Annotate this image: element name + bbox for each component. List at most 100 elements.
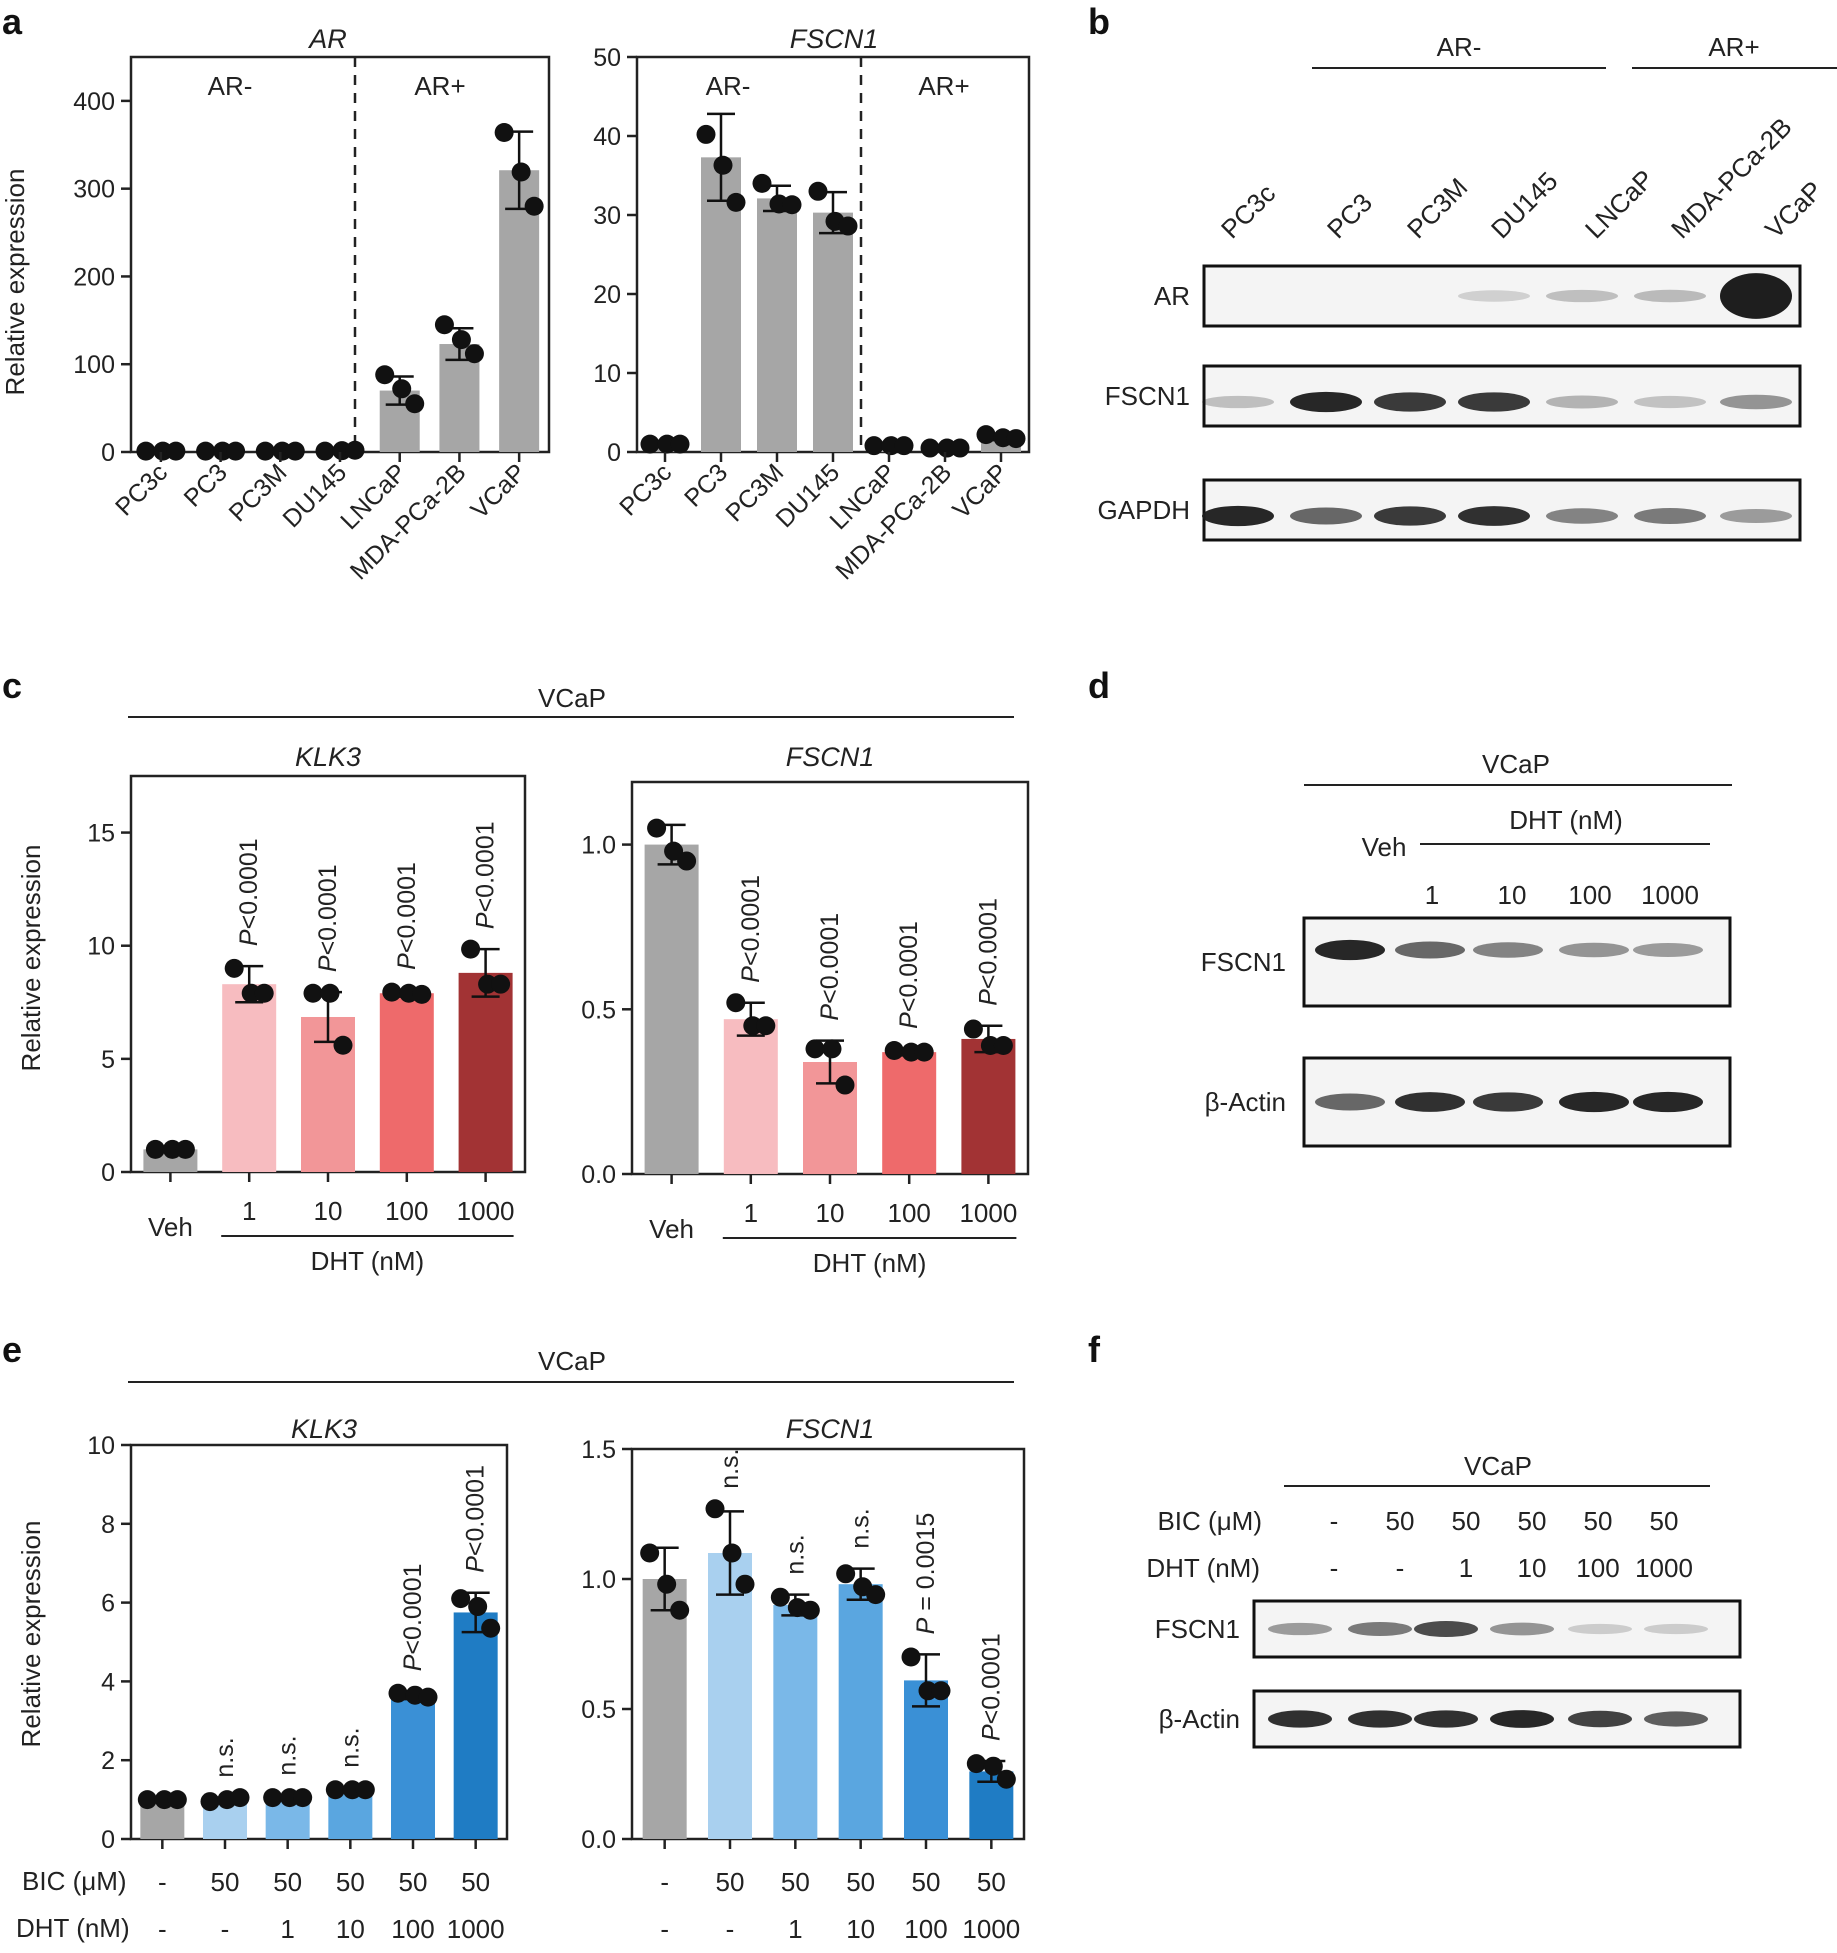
p-value: <0.0001 [235,838,263,929]
data-point [405,394,425,414]
blot-f-dht-value: - [1330,1553,1339,1583]
data-point [451,1589,471,1609]
data-point [713,155,733,175]
y-tick-label: 40 [593,123,621,151]
panel-e-header: VCaP [128,1346,1014,1383]
chart-a-ar-group-neg: AR- [208,71,253,101]
p-symbol: P [912,1617,940,1634]
x-tick-label: PC3c [614,458,677,521]
blot-b-lane-label: PC3 [1321,187,1378,244]
bar [723,1019,778,1174]
blot-b-band [1720,394,1792,410]
blot-d-band [1633,942,1703,958]
blot-f-row-label: β-Actin [1159,1704,1240,1734]
blot-f-bic-value: 50 [1650,1506,1679,1536]
data-point [478,974,498,994]
p-value: <0.0001 [393,862,421,953]
data-point [931,1681,951,1701]
p-value-label: P<0.0001 [974,898,1002,1006]
p-value-label: n.s. [847,1508,875,1548]
blot-d-lane-label: 100 [1568,880,1611,910]
data-point [418,1687,438,1707]
p-symbol: P [472,912,500,929]
blot-b-band [1458,290,1530,302]
p-value-label: P<0.0001 [737,875,765,983]
bar [458,972,513,1172]
blot-f-cell-line: VCaP [1464,1451,1532,1481]
y-tick-label: 15 [87,820,115,848]
data-point [770,1587,790,1607]
y-tick-label: 300 [73,176,115,204]
data-point [901,1647,921,1667]
data-point [345,440,365,460]
data-point [333,1035,353,1055]
dht-value: 10 [336,1914,365,1944]
p-value-label: n.s. [211,1737,239,1777]
blot-b-band [1720,273,1792,319]
chart-e-klk3: KLK3 Relative expression BIC (μM) DHT (n… [16,1414,509,1944]
blot-b-band [1634,289,1706,303]
data-point [196,441,216,461]
x-tick-label: 1000 [457,1196,515,1226]
blot-b-lane-label: PC3c [1215,178,1281,244]
dht-value: 1000 [447,1914,505,1944]
data-point [285,441,305,461]
blot-d: VCaP DHT (nM) Veh 1 10 100 1000 FSCN1 β-Acti… [1201,749,1732,1148]
p-value: <0.0001 [977,1633,1005,1724]
p-value-label: P<0.0001 [235,838,263,946]
p-symbol: P [737,966,765,983]
data-point [166,441,186,461]
bar [757,198,797,452]
blot-f-band [1348,1710,1412,1728]
blot-d-lane-label: 1 [1425,880,1439,910]
blot-f-band [1348,1622,1412,1636]
y-tick-label: 0 [101,1826,115,1854]
x-tick-label: 100 [888,1198,931,1228]
data-point [726,192,746,212]
chart-e-klk3-plot: 0 2 4 6 8 10 - 50 50 50 50 50 - - 1 10 100 1000 n.s. n.s. n.… [87,1432,509,1944]
y-tick-label: 400 [73,88,115,116]
data-point [722,1543,742,1563]
y-tick-label: 5 [101,1046,115,1074]
data-point [154,1790,174,1810]
blot-d-band [1559,942,1629,958]
p-value-label: P<0.0001 [462,1465,490,1573]
blot-f-band [1414,1620,1478,1638]
blot-f-bic-value: 50 [1518,1506,1547,1536]
chart-a-fscn1-group-pos: AR+ [918,71,969,101]
blot-f-band [1568,1623,1632,1635]
blot-f-band [1268,1710,1332,1728]
blot-f-band [1644,1623,1708,1635]
data-point [494,122,514,142]
data-point [864,436,884,456]
data-point [735,1574,755,1594]
x-tick-label: Veh [649,1214,694,1244]
data-point [808,181,828,201]
data-point [325,1780,345,1800]
data-point [137,1790,157,1810]
data-point [881,436,901,456]
panel-label-e: e [2,1329,22,1370]
data-point [491,974,511,994]
dht-value: 100 [904,1914,947,1944]
p-value: <0.0001 [816,913,844,1004]
blot-b-band [1546,508,1618,524]
data-point [640,1543,660,1563]
blot-b-rows: AR FSCN1 GAPDH [1098,264,1802,542]
blot-f-row-label: FSCN1 [1155,1614,1240,1644]
blot-b-band [1290,391,1362,413]
blot-d-dht-label: DHT (nM) [1509,805,1623,835]
data-point [647,818,667,838]
p-value: <0.0001 [895,921,923,1012]
blot-f-dht-value: 1000 [1635,1553,1693,1583]
data-point [966,1754,986,1774]
blot-b-lane-label: VCaP [1759,175,1828,244]
data-point [670,1600,690,1620]
p-value-label: P<0.0001 [393,862,421,970]
panel-e-cell-line: VCaP [538,1346,606,1376]
bar [379,993,434,1172]
dht-value: - [726,1914,735,1944]
p-value-label: n.s. [781,1534,809,1574]
